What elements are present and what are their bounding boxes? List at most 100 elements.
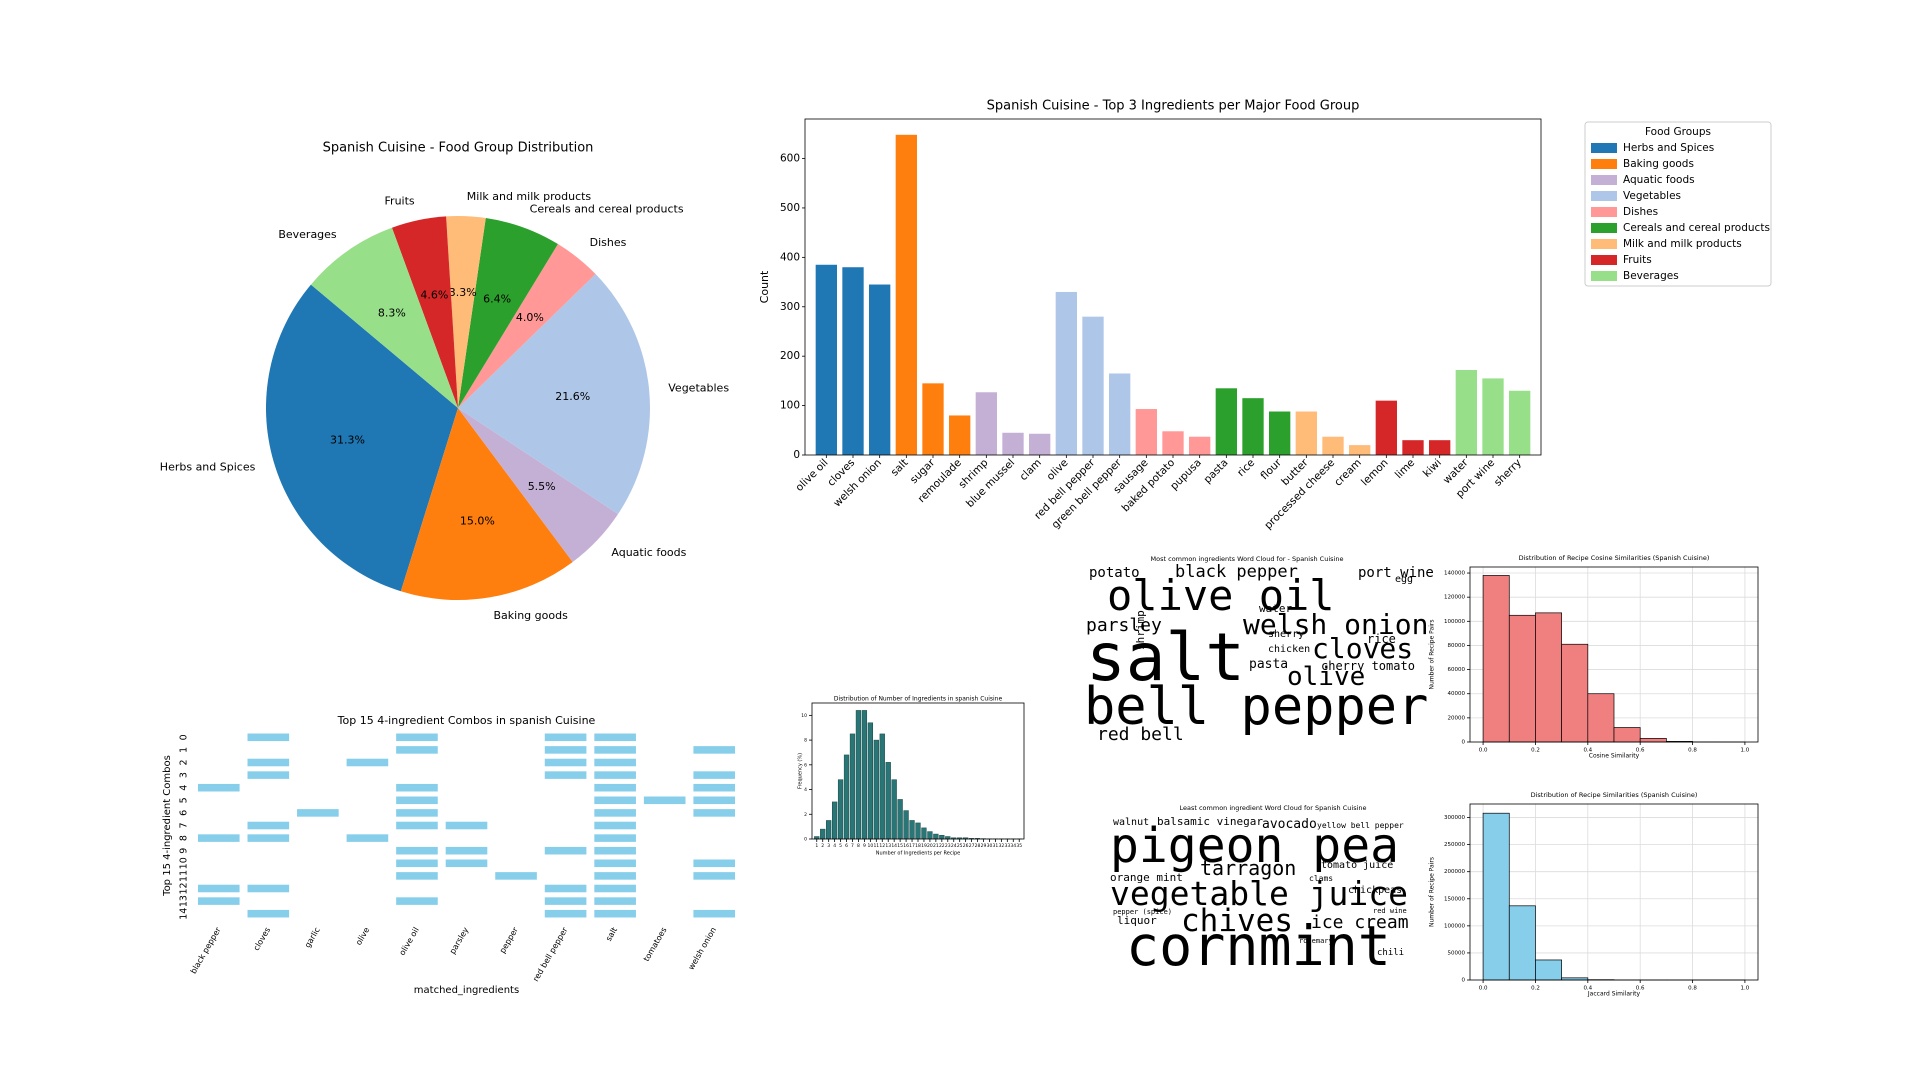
legend-label: Baking goods <box>1623 158 1694 170</box>
word: tomato juice <box>1321 860 1393 871</box>
y-tick-label: 11 <box>179 870 190 882</box>
combo-cell <box>594 796 636 805</box>
legend-label: Dishes <box>1623 206 1658 218</box>
slice-label: Fruits <box>385 194 415 207</box>
y-tick-label: 140000 <box>1444 571 1465 577</box>
combo-cell <box>693 771 736 779</box>
y-axis-label: Number of Recipe Pairs <box>1429 620 1436 690</box>
combo-cell <box>594 834 636 842</box>
combo-cell <box>445 859 488 868</box>
y-tick-label: 5 <box>179 797 190 803</box>
y-tick-label: 20000 <box>1448 715 1466 721</box>
bar <box>1215 388 1237 455</box>
x-tick-label: 0.6 <box>1636 986 1645 992</box>
combo-cell <box>594 746 636 754</box>
bar <box>1162 431 1184 455</box>
bar <box>1482 378 1504 455</box>
bar <box>949 415 971 455</box>
pie-slice <box>400 408 573 600</box>
bar <box>1295 411 1317 455</box>
word: rosemary <box>1299 937 1333 945</box>
x-tick-label: 0.0 <box>1479 748 1488 754</box>
slice-label: Baking goods <box>494 609 569 622</box>
bar <box>820 828 826 840</box>
combo-cell <box>495 872 537 880</box>
bar <box>837 779 844 840</box>
y-tick-label: 7 <box>179 822 190 828</box>
slice-percent: 21.6% <box>555 390 590 403</box>
x-tick-label: 26 <box>963 843 969 849</box>
word: ice cream <box>1311 912 1409 933</box>
hist-bar <box>1587 693 1615 743</box>
legend-box <box>1584 121 1772 287</box>
chart-title: Distribution of Recipe Cosine Similariti… <box>1519 554 1710 562</box>
combo-cell <box>544 758 587 767</box>
y-tick-label: 250000 <box>1444 842 1465 848</box>
combo-cell <box>594 771 636 779</box>
slice-percent: 31.3% <box>330 433 365 446</box>
word: orange mint <box>1110 871 1183 884</box>
y-tick-label: 4 <box>804 787 807 793</box>
chart-title: Most common ingredients Word Cloud for -… <box>1151 555 1344 563</box>
bar <box>861 710 868 840</box>
word: cornmint <box>1126 914 1391 978</box>
combo-cell <box>197 834 240 842</box>
bar <box>1375 400 1397 455</box>
x-tick-label: 6 <box>845 843 848 849</box>
combo-cell <box>197 884 240 893</box>
slice-label: Beverages <box>278 228 337 241</box>
bar <box>1322 436 1344 455</box>
x-tick-label: 17 <box>909 843 915 849</box>
x-tick-label: 15 <box>897 843 903 849</box>
bar <box>915 822 921 840</box>
bar <box>1082 316 1104 455</box>
chart-title: Top 15 4-ingredient Combos in spanish Cu… <box>337 714 596 727</box>
legend-swatch <box>1591 143 1617 153</box>
hist-bar <box>1535 612 1562 743</box>
slice-label: Aquatic foods <box>611 546 686 559</box>
y-axis-label: Count <box>758 270 771 303</box>
combo-cell <box>544 846 587 855</box>
combo-cell <box>197 783 240 792</box>
y-axis-label: Top 15 4-ingredient Combos <box>162 755 173 897</box>
y-tick-label: 100000 <box>1444 619 1465 625</box>
y-tick-label: 100 <box>780 400 800 412</box>
y-tick-label: 8 <box>804 738 807 744</box>
x-tick-label: 23 <box>945 843 951 849</box>
combo-cell <box>544 771 587 779</box>
x-tick-label: 11 <box>873 843 879 849</box>
combo-cell <box>693 909 736 918</box>
x-tick-label: 0.2 <box>1531 986 1540 992</box>
pie-slice <box>391 216 458 408</box>
x-tick-label: 16 <box>903 843 909 849</box>
combo-cell <box>247 821 290 830</box>
word: clams <box>1309 874 1333 883</box>
combo-cell <box>396 733 438 742</box>
x-tick-label: 31 <box>993 843 999 849</box>
bar <box>1429 440 1451 455</box>
x-tick-label: 0.0 <box>1479 986 1488 992</box>
pie-slice <box>458 274 650 515</box>
word: salt <box>1086 619 1245 696</box>
combo-cell <box>594 897 636 905</box>
combo-cell <box>693 746 736 754</box>
y-tick-label: 40000 <box>1448 691 1466 697</box>
legend-title: Food Groups <box>1645 126 1711 138</box>
x-tick-label: 5 <box>839 843 842 849</box>
x-tick-label: 0.2 <box>1531 748 1540 754</box>
y-tick-label: 200 <box>780 350 800 362</box>
x-axis-label: Cosine Similarity <box>1589 753 1640 760</box>
chart-title: Distribution of Recipe Similarities (Spa… <box>1531 791 1698 799</box>
legend-label: Vegetables <box>1623 190 1681 202</box>
legend-label: Aquatic foods <box>1623 174 1695 186</box>
word: olive <box>1287 662 1365 692</box>
combo-cell <box>693 796 736 805</box>
bar <box>1189 436 1211 455</box>
legend-label: Milk and milk products <box>1623 238 1742 250</box>
chart-title: Least common ingredient Word Cloud for S… <box>1179 804 1366 812</box>
combo-cell <box>396 872 438 880</box>
x-tick-label: 30 <box>987 843 993 849</box>
combo-cell <box>396 821 438 830</box>
x-tick-label: 0.4 <box>1583 748 1592 754</box>
